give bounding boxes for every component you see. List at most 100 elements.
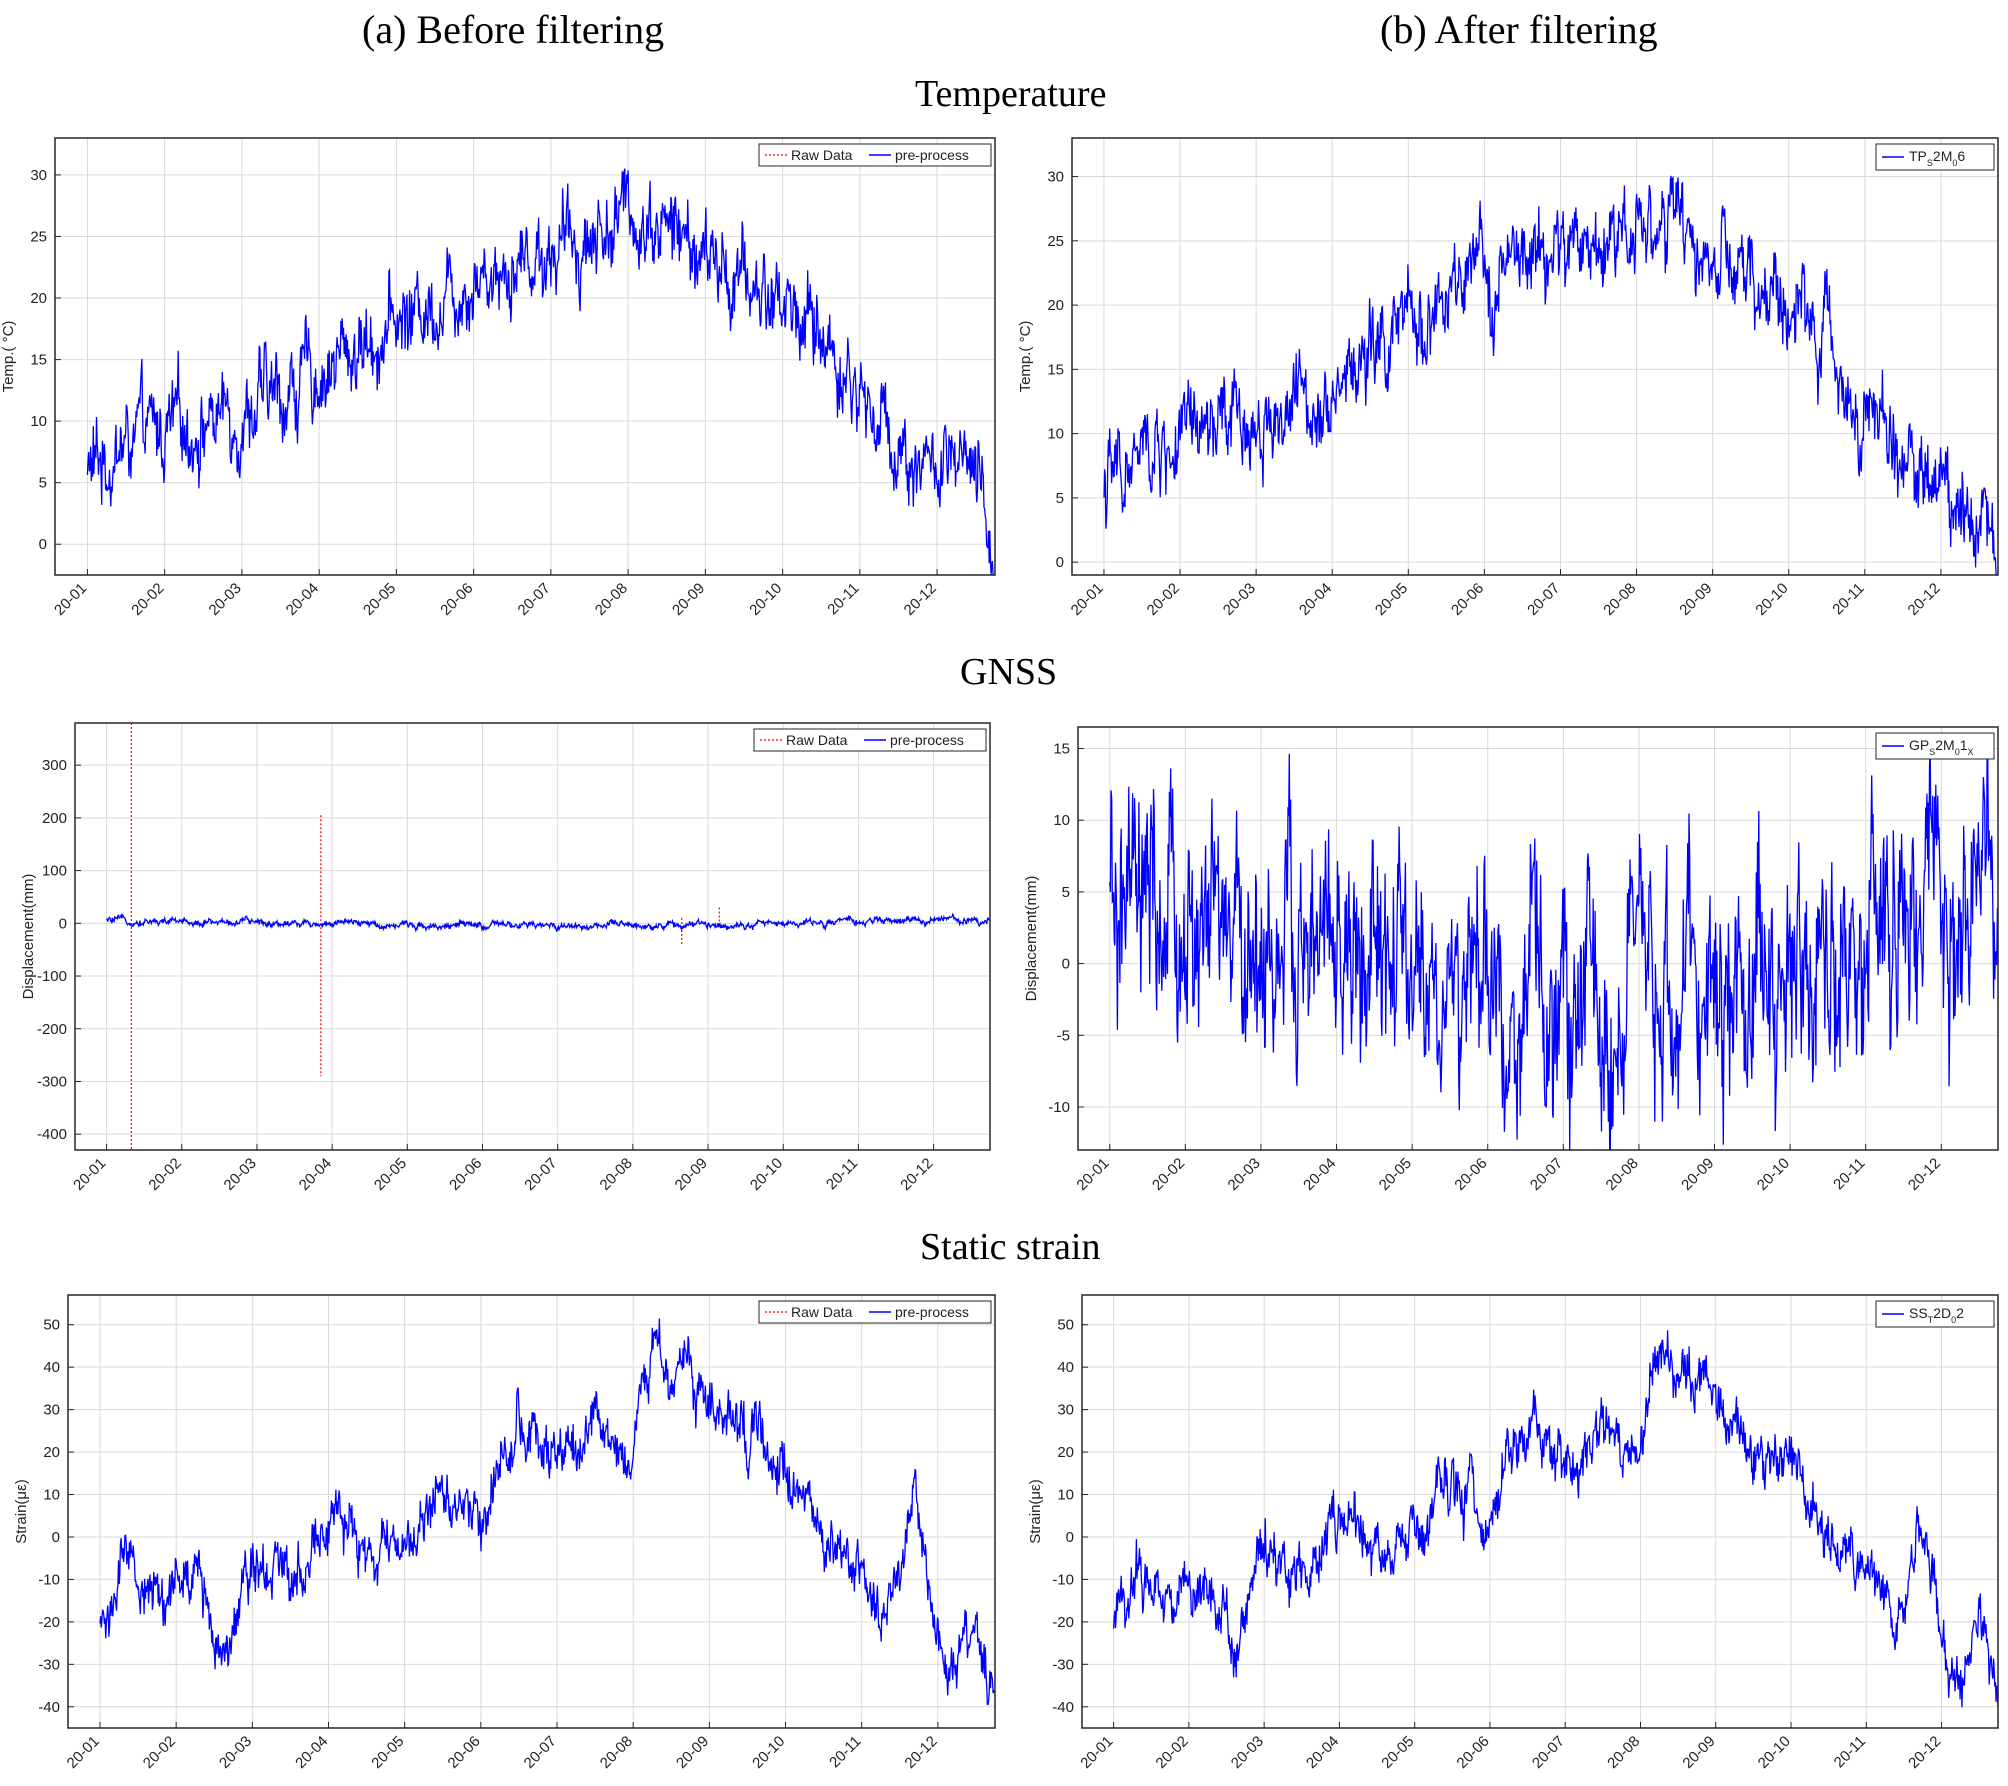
y-tick-label: -40: [1052, 1699, 1074, 1716]
y-axis-label: Temp.( °C): [1017, 321, 1034, 393]
y-axis-label: Temp.( °C): [0, 321, 17, 393]
x-tick-label: 20-06: [445, 1733, 484, 1772]
x-tick-label: 20-02: [145, 1155, 184, 1194]
legend-label-raw: Raw Data: [791, 147, 853, 163]
x-tick-label: 20-01: [70, 1155, 109, 1194]
legend: Raw Data pre-process: [758, 143, 992, 167]
y-tick-label: -400: [37, 1126, 67, 1143]
legend-label: SST2D02: [1909, 1305, 1964, 1325]
x-tick-label: 20-11: [826, 1733, 864, 1771]
x-tick-label: 20-02: [128, 580, 167, 619]
y-tick-label: -30: [1052, 1656, 1074, 1673]
plot-frame: [54, 137, 996, 576]
x-tick-label: 20-06: [446, 1155, 485, 1194]
y-tick-label: 30: [43, 1402, 60, 1419]
x-tick-label: 20-09: [669, 580, 708, 619]
y-tick-label: 10: [1057, 1487, 1074, 1504]
y-tick-label: 20: [1047, 297, 1064, 314]
y-tick-label: 30: [30, 167, 47, 184]
series-line: [99, 1318, 996, 1706]
x-tick-label: 20-01: [1068, 580, 1107, 619]
x-tick-label: 20-04: [1300, 1155, 1339, 1194]
x-tick-label: 20-01: [51, 580, 90, 619]
x-tick-label: 20-02: [140, 1733, 179, 1772]
series-line: [106, 912, 990, 933]
x-tick-label: 20-10: [747, 1155, 786, 1194]
y-tick-label: -10: [1052, 1571, 1074, 1588]
y-tick-label: 0: [52, 1529, 60, 1546]
legend: Raw Data pre-process: [758, 1300, 992, 1324]
section-title-temperature: Temperature: [915, 73, 1107, 115]
y-axis-label: Displacement(mm): [20, 874, 37, 1000]
series-line: [86, 168, 995, 576]
x-tick-label: 20-07: [1527, 1155, 1566, 1194]
x-tick-label: 20-05: [368, 1733, 407, 1772]
y-tick-label: 200: [42, 810, 67, 827]
legend-label-raw: Raw Data: [786, 732, 848, 748]
y-tick-label: -100: [37, 968, 67, 985]
y-tick-label: -20: [1052, 1614, 1074, 1631]
chart-gnss-before: -400 -300 -200 -100 0 100 200 300 20-01 20-02 20-0…: [20, 722, 991, 1194]
x-tick-label: 20-11: [1829, 580, 1867, 618]
x-tick-label: 20-12: [897, 1155, 936, 1194]
column-title-before: (a) Before filtering: [362, 7, 665, 52]
x-tick-label: 20-03: [1228, 1733, 1267, 1772]
y-tick-label: 25: [30, 228, 47, 245]
y-tick-label: 50: [1057, 1317, 1074, 1334]
y-tick-label: -200: [37, 1021, 67, 1038]
legend: TPS2M06: [1875, 143, 1995, 171]
x-tick-label: 20-04: [1303, 1733, 1342, 1772]
x-tick-label: 20-06: [1454, 1733, 1493, 1772]
x-tick-label: 20-07: [521, 1733, 560, 1772]
x-tick-label: 20-12: [901, 580, 940, 619]
x-tick-label: 20-02: [1144, 580, 1183, 619]
y-tick-label: -40: [38, 1699, 60, 1716]
x-tick-label: 20-12: [1905, 1733, 1944, 1772]
y-tick-label: 40: [1057, 1359, 1074, 1376]
x-tick-label: 20-05: [360, 580, 399, 619]
x-tick-label: 20-11: [1831, 1733, 1869, 1771]
x-tick-label: 20-01: [1077, 1733, 1116, 1772]
y-tick-label: 5: [1056, 490, 1064, 507]
x-tick-label: 20-03: [1220, 580, 1259, 619]
x-tick-label: 20-09: [673, 1733, 712, 1772]
y-tick-label: 20: [30, 290, 47, 307]
x-tick-label: 20-07: [521, 1155, 560, 1194]
series-line: [1109, 734, 1999, 1151]
y-tick-label: 300: [42, 757, 67, 774]
y-tick-label: 10: [30, 413, 47, 430]
plot-frame: [67, 1294, 996, 1729]
x-tick-label: 20-03: [206, 580, 245, 619]
y-tick-label: 5: [39, 475, 47, 492]
section-title-gnss: GNSS: [960, 651, 1058, 693]
legend: Raw Data pre-process: [753, 728, 987, 752]
x-tick-label: 20-02: [1153, 1733, 1192, 1772]
legend: SST2D02: [1875, 1300, 1995, 1328]
x-tick-label: 20-12: [1905, 580, 1944, 619]
y-tick-label: 25: [1047, 233, 1064, 250]
legend-label-processed: pre-process: [895, 1304, 969, 1320]
x-tick-label: 20-06: [437, 580, 476, 619]
y-tick-label: 40: [43, 1359, 60, 1376]
legend: GPS2M01X: [1875, 732, 1995, 760]
x-tick-label: 20-10: [749, 1733, 788, 1772]
legend-label-processed: pre-process: [890, 732, 964, 748]
x-tick-label: 20-02: [1149, 1155, 1188, 1194]
x-tick-label: 20-01: [1073, 1155, 1112, 1194]
x-tick-label: 20-10: [1754, 1155, 1793, 1194]
x-tick-label: 20-09: [1679, 1733, 1718, 1772]
x-tick-label: 20-08: [597, 1733, 636, 1772]
x-tick-label: 20-12: [902, 1733, 941, 1772]
x-tick-label: 20-05: [1378, 1733, 1417, 1772]
x-tick-label: 20-11: [1830, 1155, 1868, 1193]
x-tick-label: 20-04: [283, 580, 322, 619]
x-tick-label: 20-03: [221, 1155, 260, 1194]
y-tick-label: 0: [1062, 956, 1070, 973]
y-tick-label: 15: [1053, 741, 1070, 758]
chart-temperature-after: 0 5 10 15 20 25 30 20-01 20-02 20-03 20-04 20-05 20-…: [1017, 137, 1999, 619]
plot-frame: [1071, 137, 1999, 576]
y-tick-label: 30: [1057, 1402, 1074, 1419]
x-tick-label: 20-09: [672, 1155, 711, 1194]
x-tick-label: 20-12: [1905, 1155, 1944, 1194]
y-tick-label: 100: [42, 863, 67, 880]
